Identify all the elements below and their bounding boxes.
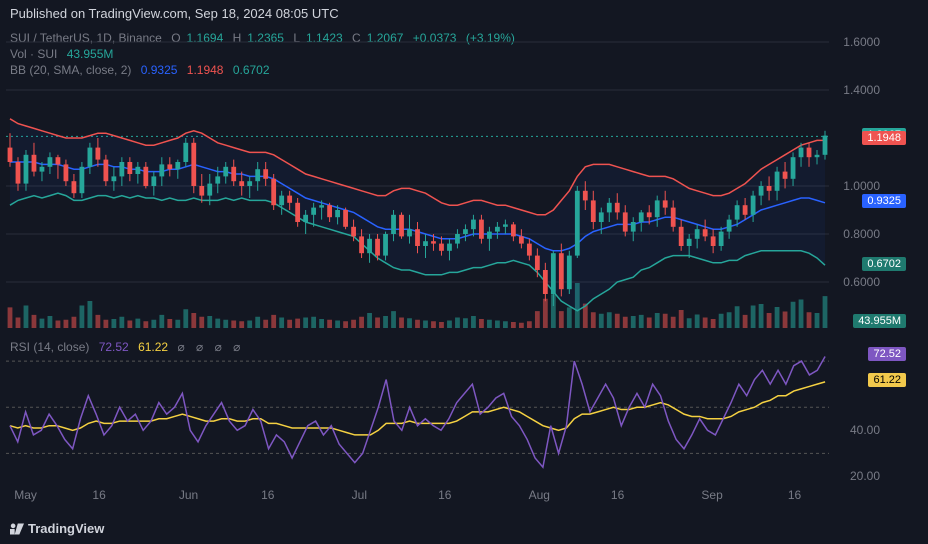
time-tick: 16 xyxy=(611,488,624,502)
rsi-chart-region[interactable] xyxy=(6,338,829,488)
time-tick: 16 xyxy=(92,488,105,502)
rsi-tick: 20.00 xyxy=(850,469,880,483)
price-chart-svg xyxy=(6,30,829,330)
price-tick: 1.0000 xyxy=(843,179,880,193)
volume-badge: 43.955M xyxy=(853,314,906,328)
rsi-y-axis: 40.00 20.00 72.52 61.22 xyxy=(832,338,924,488)
rsi-badge: 72.52 xyxy=(868,347,906,361)
publish-header: Published on TradingView.com, Sep 18, 20… xyxy=(0,0,928,27)
rsi-chart-svg xyxy=(6,338,829,488)
price-badge: 0.6702 xyxy=(862,257,906,271)
price-tick: 0.8000 xyxy=(843,227,880,241)
price-y-axis: 1.60001.40001.00000.80000.60001.20671.19… xyxy=(832,30,924,330)
brand-label: TradingView xyxy=(28,521,104,536)
price-badge: 0.9325 xyxy=(862,194,906,208)
price-badge: 1.1948 xyxy=(862,131,906,145)
time-tick: Sep xyxy=(701,488,722,502)
tradingview-logo-icon xyxy=(10,522,24,536)
price-tick: 1.4000 xyxy=(843,83,880,97)
time-tick: 16 xyxy=(438,488,451,502)
time-tick: 16 xyxy=(788,488,801,502)
rsi-badge: 61.22 xyxy=(868,373,906,387)
tradingview-watermark: TradingView xyxy=(10,521,104,536)
time-tick: Jul xyxy=(352,488,367,502)
time-x-axis: May 16 Jun 16 Jul 16 Aug 16 Sep 16 xyxy=(6,488,829,506)
price-tick: 1.6000 xyxy=(843,35,880,49)
time-tick: 16 xyxy=(261,488,274,502)
rsi-tick: 40.00 xyxy=(850,423,880,437)
publish-text: Published on TradingView.com, Sep 18, 20… xyxy=(10,6,339,21)
time-tick: May xyxy=(14,488,37,502)
price-tick: 0.6000 xyxy=(843,275,880,289)
time-tick: Jun xyxy=(179,488,198,502)
price-chart-region[interactable] xyxy=(6,30,829,330)
time-tick: Aug xyxy=(529,488,550,502)
